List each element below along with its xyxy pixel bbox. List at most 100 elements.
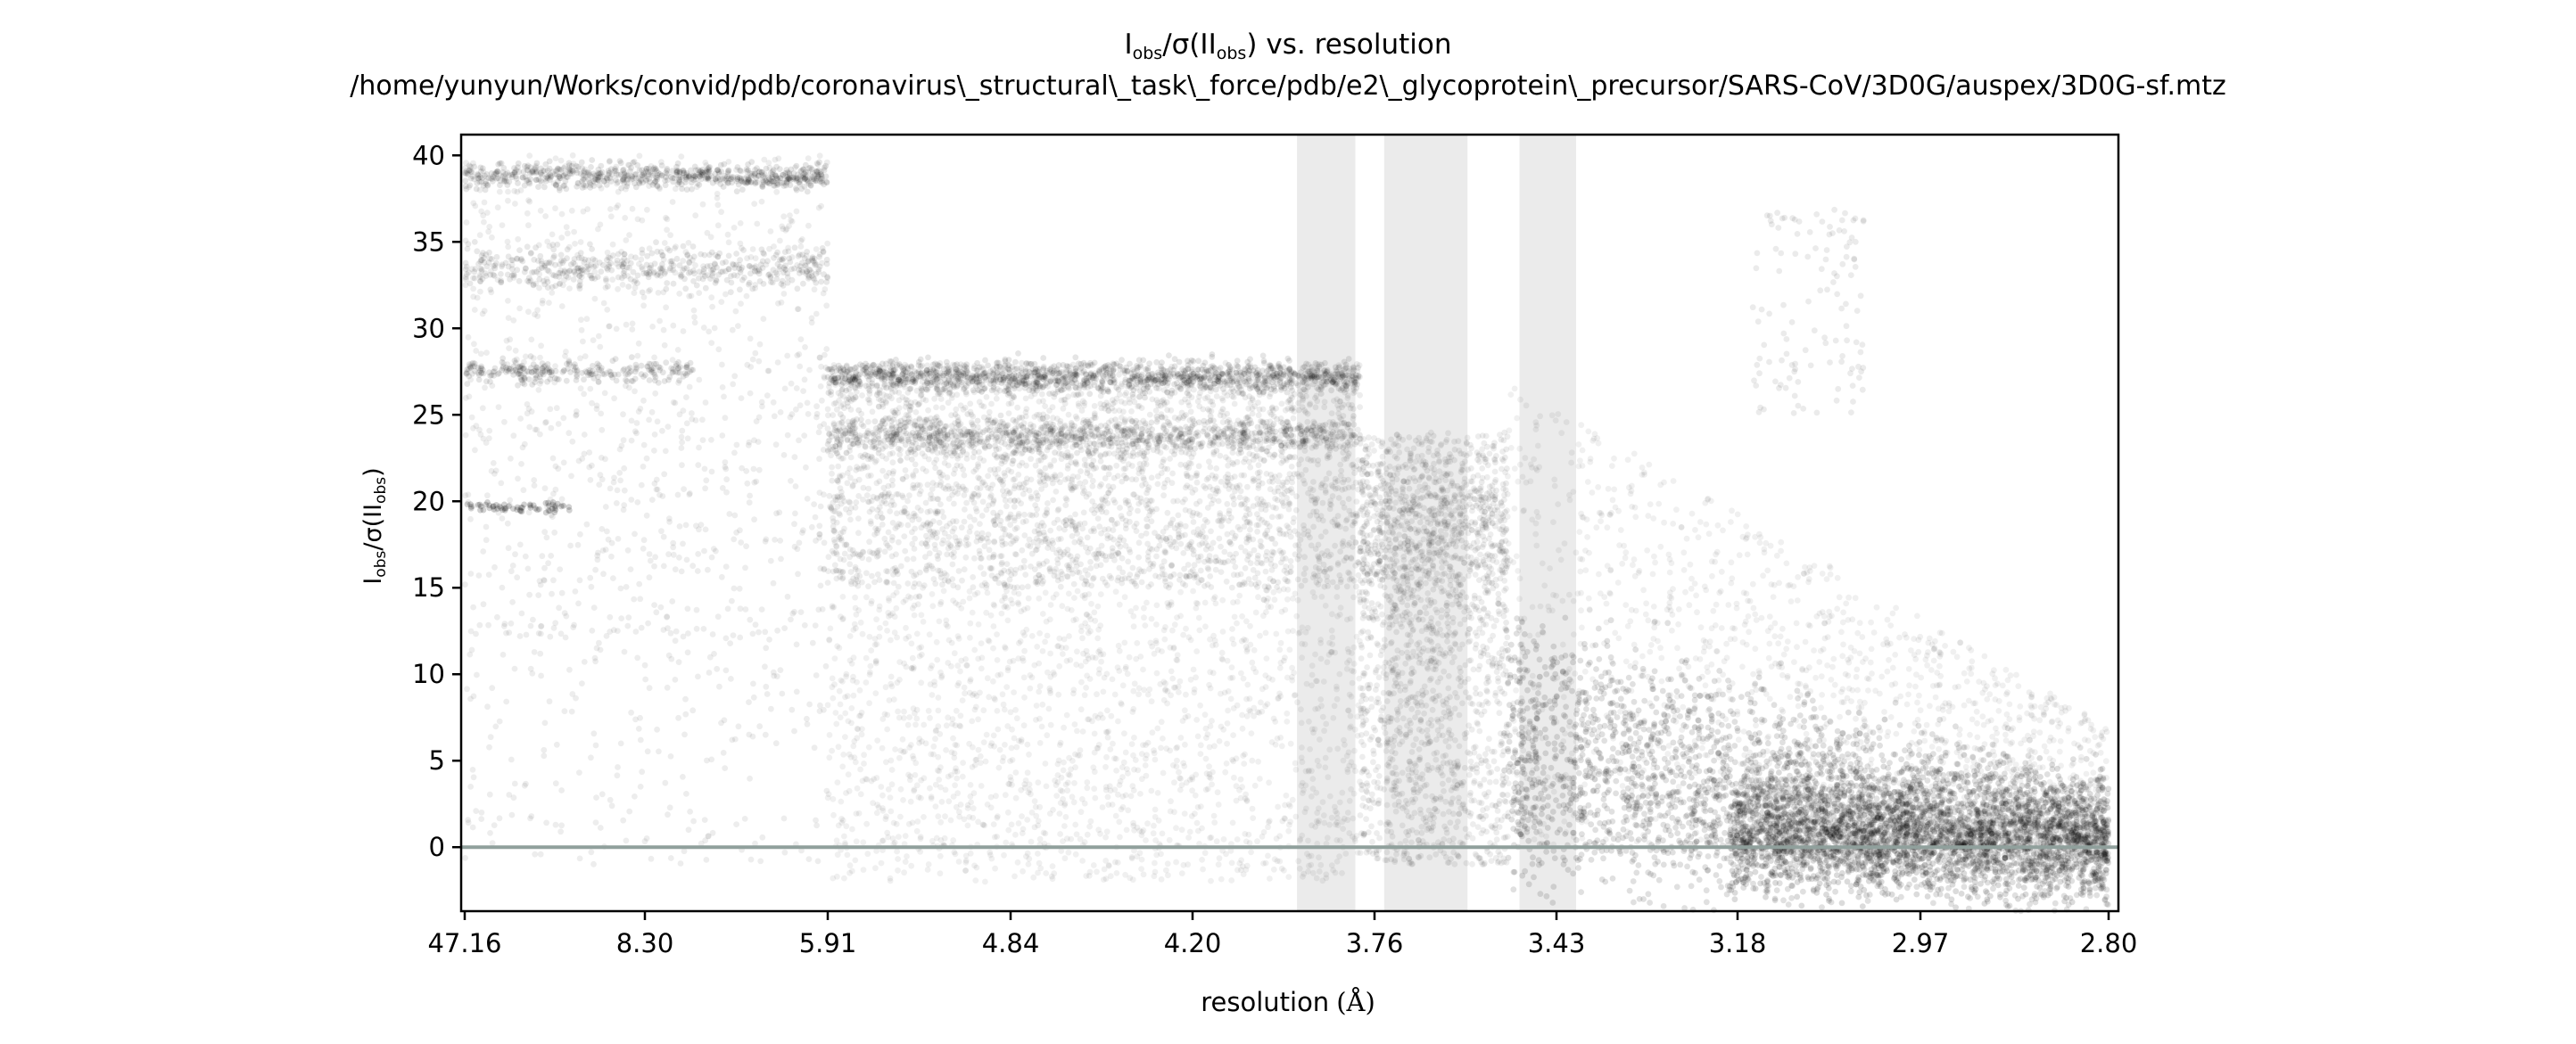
data-point [1180,550,1186,556]
data-point [574,169,581,176]
data-point [622,488,628,494]
data-point [563,349,569,355]
data-point [500,169,507,176]
data-point [603,504,609,510]
data-point [579,275,585,281]
data-point [759,404,765,410]
data-point [596,333,602,340]
data-point [763,684,769,690]
data-point [531,355,537,361]
data-point [687,809,693,815]
data-point [757,341,764,348]
data-point [466,491,472,497]
data-point [759,606,765,612]
data-point [738,605,744,612]
data-point [692,164,698,170]
data-point [462,855,468,861]
data-point [1090,478,1096,484]
data-point [541,578,548,584]
data-point [484,210,491,216]
data-point [783,267,789,273]
data-point [588,164,594,170]
data-point [683,522,689,529]
data-point [473,808,479,814]
data-point [775,359,781,366]
data-point [795,285,801,292]
data-point [708,294,714,300]
data-point [568,473,574,480]
data-point [533,177,540,183]
data-point [731,225,738,231]
data-point [607,797,614,803]
data-point [500,652,507,658]
data-point [813,538,819,544]
data-point [587,575,593,581]
data-point [734,273,740,279]
data-point [681,634,687,640]
data-point [528,337,534,343]
data-point [791,609,797,615]
data-point [553,155,559,161]
data-point [500,222,506,228]
data-point [794,209,800,215]
data-point [529,369,535,375]
data-point [751,466,757,473]
data-point [805,496,811,502]
data-point [731,632,737,638]
data-point [673,637,679,644]
data-point [484,492,491,498]
data-point [600,571,607,577]
data-point [641,294,648,300]
data-point [706,833,712,839]
data-point [581,391,587,398]
data-point [590,337,597,343]
data-point [571,364,577,370]
data-point [813,622,819,629]
data-point [652,378,658,384]
data-point [696,445,702,451]
data-point [691,314,698,320]
data-point [470,503,476,509]
data-point [485,622,491,629]
data-point [700,437,706,443]
data-point [842,381,848,387]
data-point [510,563,516,569]
data-point [985,363,991,369]
data-point [566,244,573,251]
chart-subtitle-path: /home/yunyun/Works/convid/pdb/coronaviru… [350,70,2225,102]
data-point [731,373,738,379]
data-point [521,502,527,508]
data-point [649,324,656,330]
data-point [794,385,800,391]
data-point [506,253,512,259]
data-point [661,627,667,633]
data-point [633,366,640,373]
data-point [589,584,595,590]
data-point [633,431,640,437]
data-point [640,464,647,470]
data-point [553,822,559,828]
data-point [556,604,562,611]
data-point [679,445,685,451]
data-point [630,378,636,384]
data-point [759,199,765,205]
data-point [464,264,470,270]
data-point [670,199,676,205]
data-point [781,625,788,631]
data-point [730,327,736,333]
data-point [762,629,768,635]
data-point [806,856,813,862]
data-point [708,757,714,763]
data-point [1277,439,1284,445]
data-point [1263,569,1269,575]
data-point [523,781,529,787]
data-point [638,737,644,744]
data-point [681,848,688,854]
data-point [620,282,626,288]
data-point [653,239,659,245]
data-point [516,278,523,284]
data-point [815,859,822,865]
data-point [515,505,521,511]
data-point [717,177,723,184]
data-point [508,172,515,178]
